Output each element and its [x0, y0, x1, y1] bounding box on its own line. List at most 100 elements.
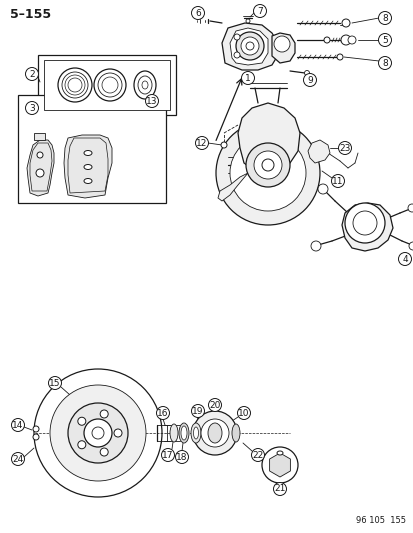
Circle shape	[92, 427, 104, 439]
Ellipse shape	[84, 165, 92, 169]
Ellipse shape	[207, 423, 221, 443]
Circle shape	[33, 426, 39, 432]
Text: 6: 6	[195, 9, 200, 18]
Text: 5–155: 5–155	[10, 8, 51, 21]
Circle shape	[145, 94, 158, 108]
Circle shape	[114, 429, 122, 437]
Circle shape	[233, 34, 240, 40]
Circle shape	[36, 169, 44, 177]
Circle shape	[273, 482, 286, 496]
Circle shape	[34, 369, 161, 497]
Text: 21: 21	[274, 484, 285, 494]
Polygon shape	[218, 173, 247, 201]
Circle shape	[341, 19, 349, 27]
Circle shape	[377, 12, 391, 25]
Text: 11: 11	[332, 176, 343, 185]
Text: 5: 5	[381, 36, 387, 44]
Circle shape	[221, 142, 226, 148]
Text: 24: 24	[12, 455, 24, 464]
Circle shape	[273, 36, 289, 52]
Circle shape	[156, 407, 169, 419]
Circle shape	[26, 68, 38, 80]
Text: 10: 10	[237, 408, 249, 417]
Text: 8: 8	[381, 59, 387, 68]
Polygon shape	[307, 140, 329, 163]
Circle shape	[100, 448, 108, 456]
Circle shape	[208, 399, 221, 411]
Ellipse shape	[84, 150, 92, 156]
Text: 13: 13	[146, 96, 157, 106]
Circle shape	[191, 6, 204, 20]
Circle shape	[216, 121, 319, 225]
Polygon shape	[230, 28, 267, 65]
Circle shape	[377, 34, 391, 46]
Circle shape	[50, 385, 146, 481]
Circle shape	[323, 37, 329, 43]
Text: 20: 20	[209, 400, 220, 409]
Circle shape	[161, 448, 174, 462]
Circle shape	[26, 101, 38, 115]
Circle shape	[201, 419, 228, 447]
Circle shape	[245, 19, 249, 23]
Ellipse shape	[178, 423, 189, 443]
Circle shape	[68, 403, 128, 463]
Ellipse shape	[193, 427, 198, 439]
Circle shape	[407, 204, 413, 212]
Circle shape	[398, 253, 411, 265]
Text: 96 105  155: 96 105 155	[355, 516, 405, 525]
Circle shape	[84, 419, 112, 447]
Polygon shape	[341, 203, 392, 251]
Circle shape	[408, 242, 413, 250]
Circle shape	[100, 410, 108, 418]
Text: 18: 18	[176, 453, 188, 462]
Ellipse shape	[180, 426, 187, 440]
Text: 14: 14	[12, 421, 24, 430]
Circle shape	[240, 37, 259, 55]
Circle shape	[241, 71, 254, 85]
Polygon shape	[27, 140, 54, 196]
Text: 16: 16	[157, 408, 169, 417]
Circle shape	[33, 434, 39, 440]
Text: 17: 17	[162, 450, 173, 459]
Ellipse shape	[276, 451, 282, 455]
Circle shape	[230, 135, 305, 211]
Circle shape	[304, 70, 309, 76]
Circle shape	[336, 54, 342, 60]
Circle shape	[310, 241, 320, 251]
Text: 9: 9	[306, 76, 312, 85]
Ellipse shape	[138, 76, 152, 94]
Text: 19: 19	[192, 407, 203, 416]
Circle shape	[235, 32, 263, 60]
Circle shape	[344, 203, 384, 243]
Circle shape	[331, 174, 344, 188]
Circle shape	[303, 74, 316, 86]
Circle shape	[78, 417, 85, 425]
Circle shape	[48, 376, 62, 390]
Circle shape	[191, 405, 204, 417]
Circle shape	[37, 152, 43, 158]
Polygon shape	[221, 23, 277, 70]
Text: 23: 23	[339, 143, 350, 152]
Circle shape	[352, 211, 376, 235]
Circle shape	[175, 450, 188, 464]
Polygon shape	[64, 135, 112, 198]
Ellipse shape	[134, 71, 156, 99]
Ellipse shape	[170, 424, 178, 442]
Circle shape	[338, 141, 351, 155]
Circle shape	[192, 411, 236, 455]
Circle shape	[261, 159, 273, 171]
Text: 22: 22	[252, 450, 263, 459]
Circle shape	[253, 4, 266, 18]
Circle shape	[317, 184, 327, 194]
Text: 4: 4	[401, 254, 407, 263]
Circle shape	[237, 407, 250, 419]
Bar	[44, 60, 170, 110]
Circle shape	[195, 136, 208, 149]
Text: 15: 15	[49, 378, 61, 387]
Ellipse shape	[231, 424, 240, 442]
Ellipse shape	[84, 179, 92, 183]
Polygon shape	[34, 133, 45, 140]
Polygon shape	[271, 33, 294, 63]
Circle shape	[12, 418, 24, 432]
Text: 12: 12	[196, 139, 207, 148]
